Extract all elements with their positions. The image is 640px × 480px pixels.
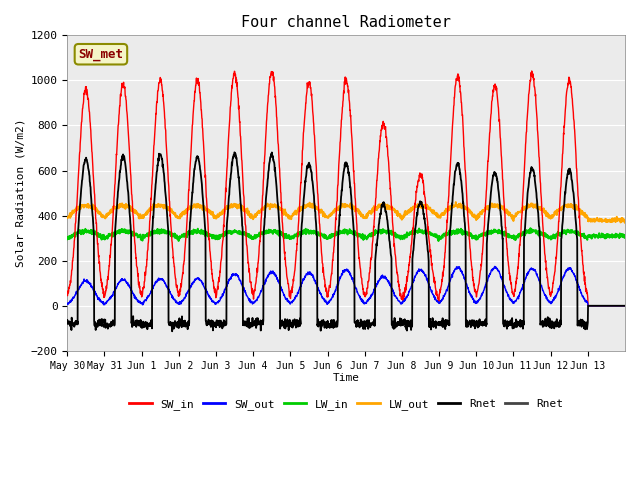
SW_in xyxy=(362,289,370,295)
Legend: SW_in, SW_out, LW_in, LW_out, Rnet, Rnet: SW_in, SW_out, LW_in, LW_out, Rnet, Rnet xyxy=(125,395,568,415)
Line: LW_out: LW_out xyxy=(67,202,625,223)
SW_out xyxy=(588,303,595,309)
Rnet xyxy=(588,303,595,309)
LW_out xyxy=(374,205,382,211)
Rnet xyxy=(363,323,371,329)
LW_in xyxy=(527,225,534,231)
LW_out xyxy=(621,220,628,226)
Rnet xyxy=(220,321,227,326)
LW_in xyxy=(509,233,516,239)
SW_out xyxy=(374,278,382,284)
LW_in xyxy=(572,228,580,234)
Line: LW_in: LW_in xyxy=(67,228,625,241)
LW_out xyxy=(621,217,629,223)
SW_in xyxy=(508,289,516,295)
SW_in xyxy=(374,156,382,161)
X-axis label: Time: Time xyxy=(333,373,360,384)
Rnet xyxy=(63,317,71,323)
LW_out xyxy=(509,214,516,219)
LW_in xyxy=(435,238,442,244)
LW_in xyxy=(219,231,227,237)
Line: SW_out: SW_out xyxy=(67,266,625,306)
SW_in xyxy=(572,151,580,157)
LW_out xyxy=(219,208,227,214)
Line: SW_in: SW_in xyxy=(67,71,625,306)
LW_in xyxy=(588,236,595,241)
LW_in xyxy=(63,236,71,242)
Rnet xyxy=(509,325,516,331)
SW_in xyxy=(219,238,227,243)
SW_out xyxy=(219,293,227,299)
LW_out xyxy=(572,207,580,213)
Text: SW_met: SW_met xyxy=(79,48,124,61)
SW_out xyxy=(509,300,516,305)
SW_in xyxy=(63,292,71,298)
SW_out xyxy=(63,301,71,307)
LW_out xyxy=(588,218,595,224)
LW_out xyxy=(63,215,71,221)
LW_in xyxy=(362,234,370,240)
LW_out xyxy=(452,199,460,205)
Rnet xyxy=(621,303,629,309)
SW_in xyxy=(621,303,629,309)
Line: Rnet: Rnet xyxy=(67,152,625,331)
SW_out xyxy=(584,303,592,309)
LW_in xyxy=(621,233,629,239)
Rnet xyxy=(375,222,383,228)
LW_in xyxy=(374,228,382,234)
SW_in xyxy=(528,68,536,74)
Rnet xyxy=(230,149,238,155)
SW_out xyxy=(362,300,370,306)
SW_out xyxy=(621,303,629,309)
SW_in xyxy=(588,303,595,309)
Y-axis label: Solar Radiation (W/m2): Solar Radiation (W/m2) xyxy=(15,119,25,267)
Rnet xyxy=(168,328,176,334)
SW_out xyxy=(491,264,499,269)
Title: Four channel Radiometer: Four channel Radiometer xyxy=(241,15,451,30)
LW_out xyxy=(362,214,370,220)
Rnet xyxy=(572,223,580,228)
SW_out xyxy=(572,277,580,283)
SW_in xyxy=(584,303,592,309)
